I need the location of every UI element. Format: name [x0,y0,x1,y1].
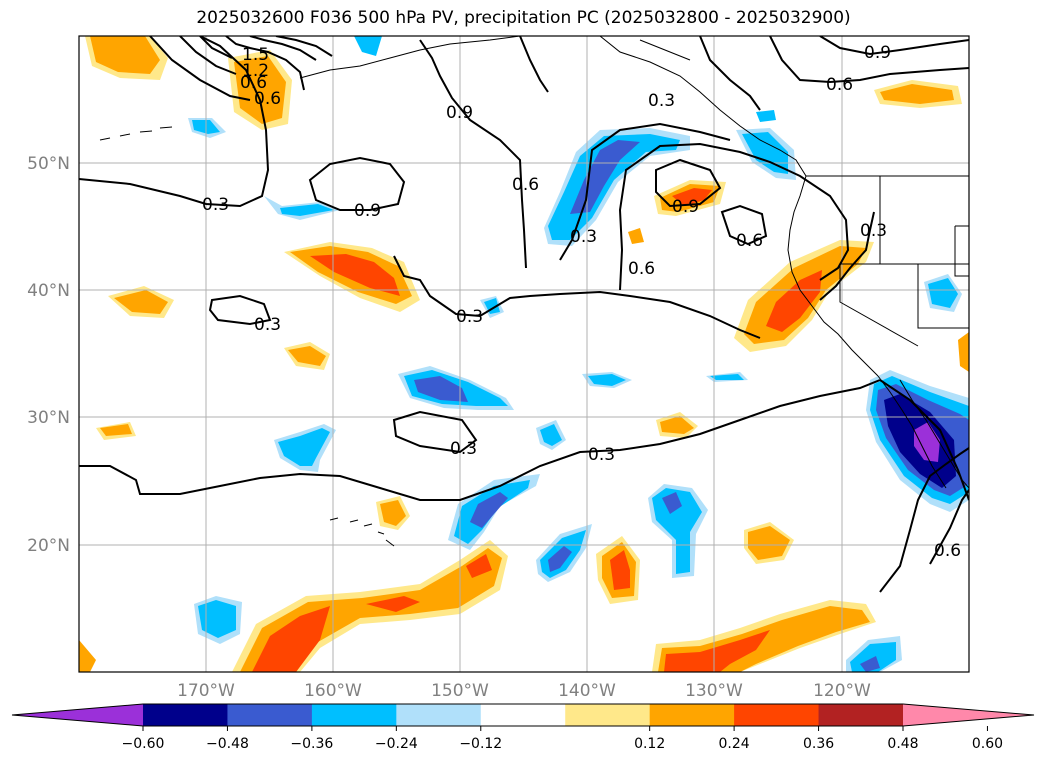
lat-label: 40°N [27,281,70,301]
map-frame [78,35,970,673]
contour-label: 0.6 [934,541,961,561]
lat-label: 30°N [27,408,70,428]
colorbar-swatch [565,704,651,726]
colorbar-swatch [649,704,735,726]
lon-label: 140°W [558,681,616,701]
colorbar-tick-label: 0.60 [972,736,1003,752]
colorbar-tick-label: 0.36 [803,736,834,752]
contour-label: 0.6 [628,259,655,279]
lon-axis-labels: 170°W 160°W 150°W 140°W 130°W 120°W [177,681,871,701]
lat-label: 20°N [27,536,70,556]
colorbar-tick-label: −0.24 [375,736,418,752]
contour-label: 0.3 [202,195,229,215]
lat-axis-labels: 50°N 40°N 30°N 20°N [27,154,70,556]
contour-label: 0.9 [446,103,473,123]
contour-label: 1.2 [242,61,269,81]
gridlines [79,36,969,672]
colorbar-swatch [311,704,397,726]
contour-label: 0.3 [450,439,477,459]
colorbar-swatch [227,704,313,726]
lon-label: 120°W [813,681,871,701]
colorbar-swatch [480,704,566,726]
contour-label: 0.6 [736,231,763,251]
contour-label: 0.9 [672,197,699,217]
lon-label: 150°W [431,681,489,701]
colorbar-extend-high [903,704,1034,726]
pv-contours [79,36,969,593]
lon-label: 170°W [177,681,235,701]
contour-label: 0.6 [826,75,853,95]
contour-label: 0.6 [240,73,267,93]
contour-label: 0.3 [860,221,887,241]
colorbar-swatch [734,704,820,726]
colorbar-swatch [143,704,228,726]
colorbar-swatch [396,704,482,726]
lon-label: 160°W [304,681,362,701]
colorbar-tick-label: 0.12 [634,736,665,752]
contour-labels: 1.5 1.2 0.6 0.6 0.9 0.3 0.9 0.6 0.3 0.9 … [202,43,961,561]
colorbar-tick-label: −0.48 [206,736,249,752]
map-area [79,36,969,672]
contour-label: 0.3 [570,227,597,247]
contour-label: 0.6 [254,89,281,109]
contour-label: 0.3 [648,91,675,111]
colorbar-tick-label: −0.12 [459,736,502,752]
contour-label: 0.3 [588,445,615,465]
colorbar-tick-label: 0.48 [887,736,918,752]
contour-label: 1.5 [242,45,269,65]
colorbar-swatch [818,704,904,726]
colorbar-tick-label: −0.36 [290,736,333,752]
colorbar-tick-label: −0.60 [122,736,165,752]
colorbar-tick-label: 0.24 [719,736,750,752]
colorbar-extend-low [12,704,143,726]
contour-label: 0.9 [354,201,381,221]
coastlines [99,36,969,547]
contour-label: 0.3 [456,307,483,327]
lat-label: 50°N [27,154,70,174]
colorbar: −0.60 −0.48 −0.36 −0.24 −0.12 0.12 0.24 0.36 0.4… [11,703,1035,752]
figure-title: 2025032600 F036 500 hPa PV, precipitatio… [196,8,851,28]
contour-label: 0.3 [254,315,281,335]
lon-label: 130°W [685,681,743,701]
contour-label: 0.9 [864,43,891,63]
contour-label: 0.6 [512,175,539,195]
